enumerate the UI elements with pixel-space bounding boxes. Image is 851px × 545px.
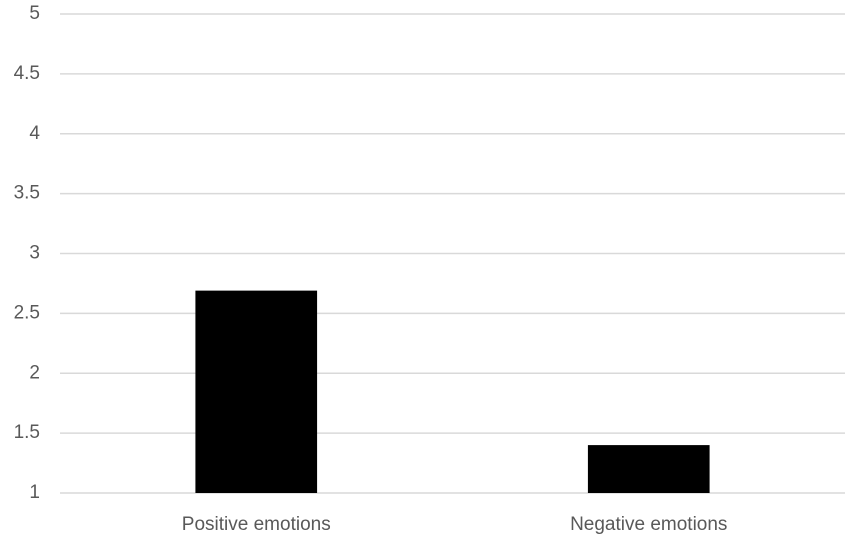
- y-tick-label: 1.5: [14, 422, 40, 443]
- y-tick-label: 3.5: [14, 183, 40, 204]
- y-tick-label: 4: [29, 123, 40, 144]
- bar: [587, 445, 710, 493]
- y-tick-label: 2.5: [14, 302, 40, 323]
- x-tick-label: Positive emotions: [182, 514, 331, 535]
- y-tick-label: 2: [29, 362, 40, 383]
- y-tick-label: 4.5: [14, 63, 40, 84]
- y-tick-label: 5: [29, 3, 40, 24]
- x-tick-label: Negative emotions: [570, 514, 727, 535]
- bar: [195, 290, 318, 493]
- y-tick-label: 1: [29, 482, 40, 503]
- y-tick-label: 3: [29, 243, 40, 264]
